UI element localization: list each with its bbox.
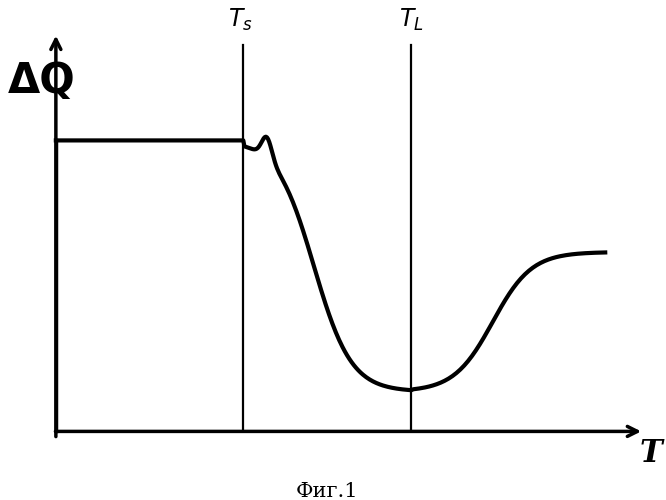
Text: $T_s$: $T_s$ [228, 6, 252, 33]
Text: T: T [639, 438, 662, 469]
Text: $T_L$: $T_L$ [399, 6, 424, 33]
Text: Фиг.1: Фиг.1 [296, 482, 358, 500]
Text: ΔQ: ΔQ [7, 60, 75, 102]
